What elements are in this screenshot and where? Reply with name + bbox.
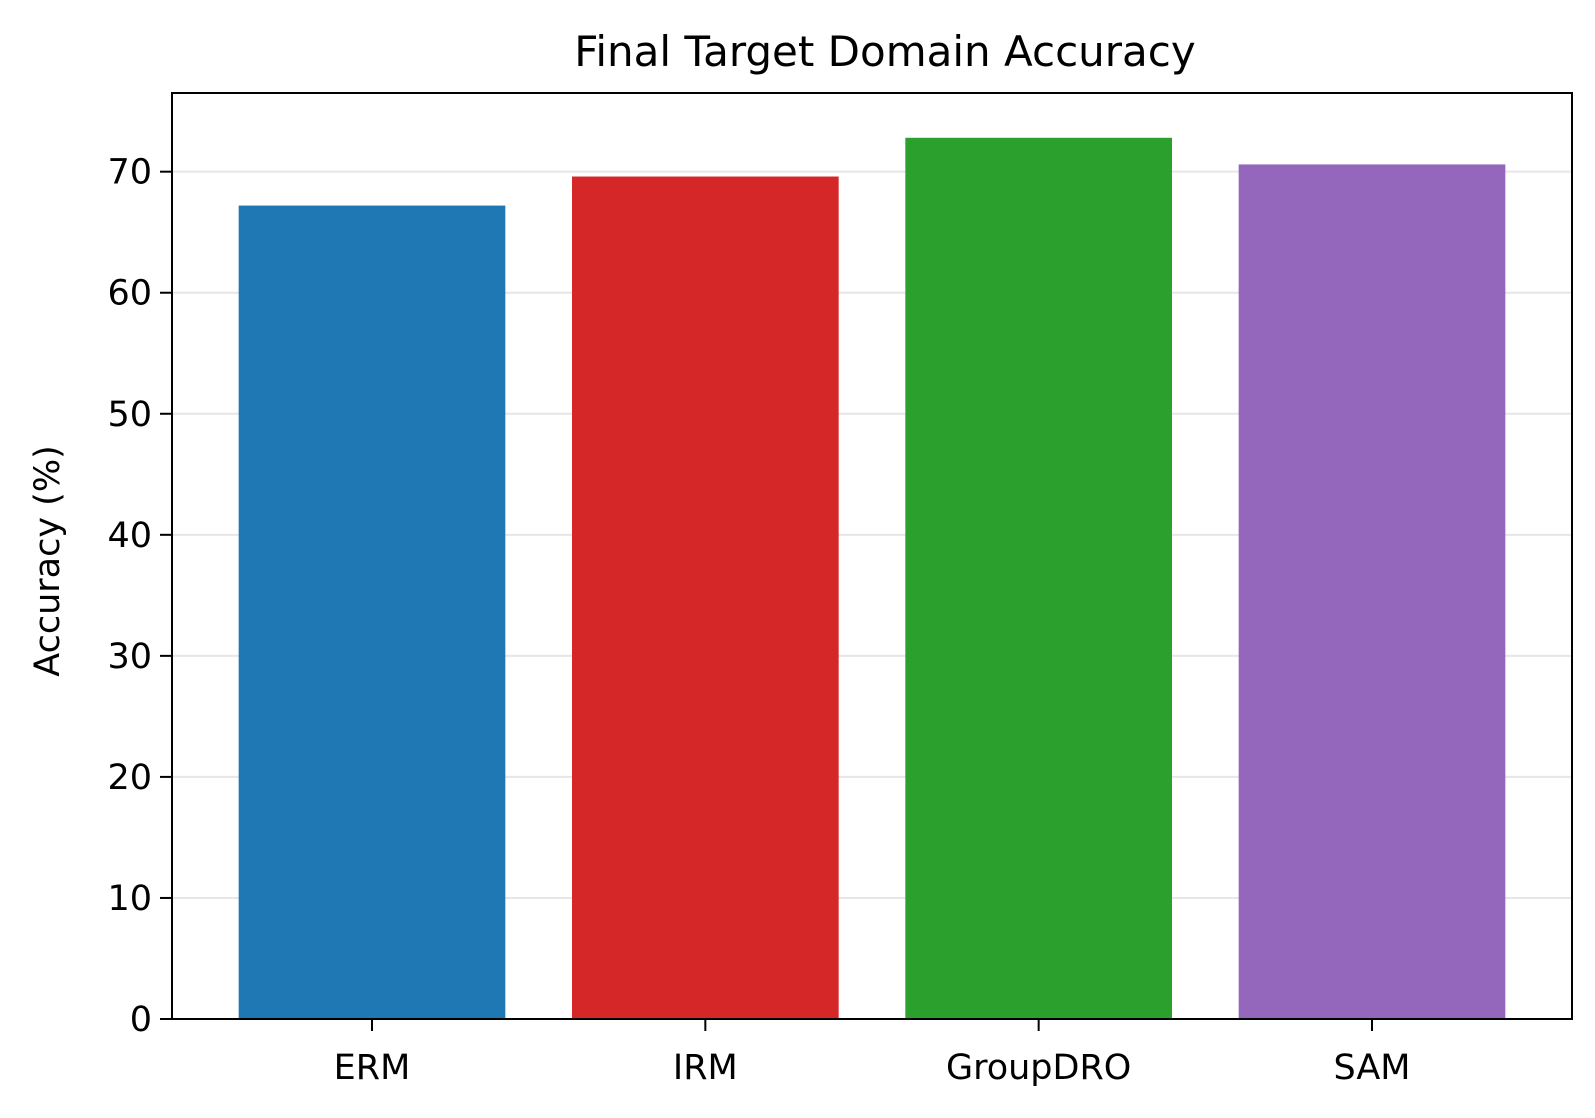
bars <box>238 137 1506 1019</box>
y-tick-label: 20 <box>107 758 152 798</box>
x-tick-label: SAM <box>1333 1048 1410 1088</box>
y-axis-ticks: 0 10 20 30 40 50 60 70 <box>107 153 172 1040</box>
y-tick-label: 30 <box>107 637 152 677</box>
y-tick-label: 10 <box>107 879 152 919</box>
x-tick-label: ERM <box>334 1048 411 1088</box>
chart-title: Final Target Domain Accuracy <box>574 27 1196 76</box>
bar-irm <box>572 176 839 1019</box>
y-tick-label: 60 <box>107 274 152 314</box>
x-tick-label: GroupDRO <box>946 1048 1131 1088</box>
bar-groupdro <box>905 137 1172 1019</box>
y-tick-label: 70 <box>107 153 152 193</box>
y-axis-label: Accuracy (%) <box>28 445 68 676</box>
x-tick-label: IRM <box>673 1048 738 1088</box>
y-tick-label: 40 <box>107 516 152 556</box>
bar-erm <box>238 205 506 1019</box>
x-axis-ticks: ERM IRM GroupDRO SAM <box>334 1019 1411 1088</box>
bar-sam <box>1238 164 1506 1019</box>
plot-frame <box>171 92 1573 1020</box>
y-tick-label: 0 <box>130 1000 152 1040</box>
y-tick-label: 50 <box>107 395 152 435</box>
